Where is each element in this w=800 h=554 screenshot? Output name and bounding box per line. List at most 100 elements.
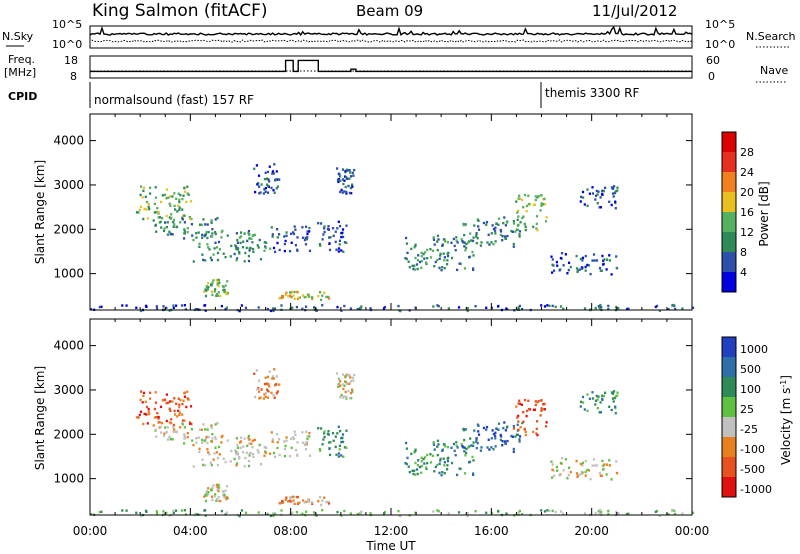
colorbar-swatch: [722, 437, 736, 457]
scatter-cell: [217, 284, 220, 288]
scatter-cell: [226, 280, 229, 283]
scatter-cell: [568, 261, 571, 264]
scatter-cell: [578, 473, 581, 476]
scatter-cell: [360, 510, 363, 513]
scatter-cell: [90, 513, 93, 516]
scatter-cell: [543, 408, 546, 411]
scatter-cell: [139, 398, 142, 402]
scatter-cell: [504, 429, 507, 432]
scatter-cell: [605, 268, 608, 271]
scatter-cell: [308, 226, 311, 230]
scatter-cell: [301, 441, 305, 444]
scatter-cell: [222, 494, 225, 497]
scatter-cell: [278, 438, 281, 441]
scatter-cell: [616, 391, 619, 394]
scatter-cell: [512, 427, 516, 430]
scatter-cell: [159, 425, 162, 429]
scatter-cell: [251, 452, 255, 456]
scatter-cell: [532, 203, 535, 206]
scatter-cell: [204, 223, 207, 226]
scatter-cell: [338, 243, 341, 246]
scatter-cell: [264, 395, 267, 398]
scatter-cell: [602, 263, 605, 266]
scatter-cell: [291, 306, 294, 309]
scatter-cell: [273, 368, 276, 371]
scatter-cell: [174, 413, 177, 416]
scatter-cell: [598, 306, 601, 310]
scatter-cell: [295, 510, 298, 514]
scatter-cell: [461, 445, 464, 448]
scatter-cell: [599, 196, 602, 199]
scatter-cell: [236, 452, 240, 455]
scatter-cell: [345, 397, 348, 400]
scatter-cell: [252, 455, 255, 459]
scatter-cell: [546, 304, 549, 307]
scatter-cell: [347, 184, 350, 188]
scatter-cell: [183, 221, 186, 224]
scatter-cell: [341, 383, 344, 386]
scatter-cell: [397, 509, 400, 513]
scatter-cell: [506, 439, 509, 443]
scatter-cell: [334, 240, 337, 244]
scatter-cell: [540, 407, 543, 410]
scatter-cell: [170, 418, 173, 421]
scatter-cell: [454, 454, 457, 457]
scatter-cell: [142, 217, 145, 221]
scatter-cell: [468, 256, 471, 259]
scatter-cell: [429, 453, 432, 456]
scatter-cell: [406, 251, 409, 255]
scatter-cell: [178, 411, 181, 414]
scatter-cell: [157, 421, 160, 424]
scatter-cell: [263, 393, 266, 396]
scatter-cell: [265, 177, 269, 180]
scatter-cell: [348, 382, 351, 385]
scatter-cell: [135, 306, 138, 309]
scatter-cell: [543, 305, 547, 308]
scatter-cell: [284, 444, 287, 448]
scatter-cell: [339, 384, 342, 387]
scatter-cell: [459, 467, 462, 471]
scatter-cell: [183, 509, 186, 512]
scatter-cell: [499, 228, 502, 232]
scatter-cell: [501, 444, 504, 447]
scatter-cell: [236, 241, 239, 244]
scatter-cell: [599, 303, 602, 307]
scatter-cell: [485, 428, 488, 431]
scatter-cell: [346, 382, 349, 385]
colorbar-swatch: [722, 232, 736, 252]
scatter-cell: [349, 175, 353, 178]
scatter-cell: [586, 263, 589, 267]
scatter-cell: [423, 462, 426, 465]
scatter-cell: [519, 221, 522, 224]
scatter-cell: [248, 247, 251, 250]
scatter-cell: [510, 434, 513, 438]
scatter-cell: [292, 436, 295, 439]
scatter-cell: [457, 306, 461, 309]
scatter-cell: [171, 233, 174, 236]
nsearch-label: N.Search: [746, 30, 796, 43]
scatter-cell: [267, 178, 270, 181]
scatter-cell: [604, 391, 607, 394]
scatter-cell: [420, 251, 423, 254]
scatter-cell: [259, 396, 262, 399]
scatter-cell: [216, 488, 220, 491]
scatter-cell: [212, 458, 215, 461]
scatter-cell: [296, 495, 299, 499]
y-tick-label: 3000: [53, 383, 84, 397]
scatter-cell: [183, 190, 187, 193]
scatter-cell: [153, 416, 156, 419]
scatter-cell: [215, 294, 218, 297]
scatter-cell: [580, 471, 583, 474]
scatter-cell: [599, 401, 602, 404]
scatter-cell: [181, 218, 184, 221]
scatter-cell: [614, 207, 617, 210]
scatter-cell: [145, 413, 148, 416]
scatter-cell: [559, 510, 563, 513]
noise-tick-high-right: 10^5: [705, 18, 735, 31]
scatter-cell: [654, 510, 657, 514]
scatter-cell: [297, 296, 300, 300]
scatter-cell: [225, 511, 228, 514]
scatter-cell: [328, 453, 332, 457]
scatter-cell: [554, 510, 557, 514]
